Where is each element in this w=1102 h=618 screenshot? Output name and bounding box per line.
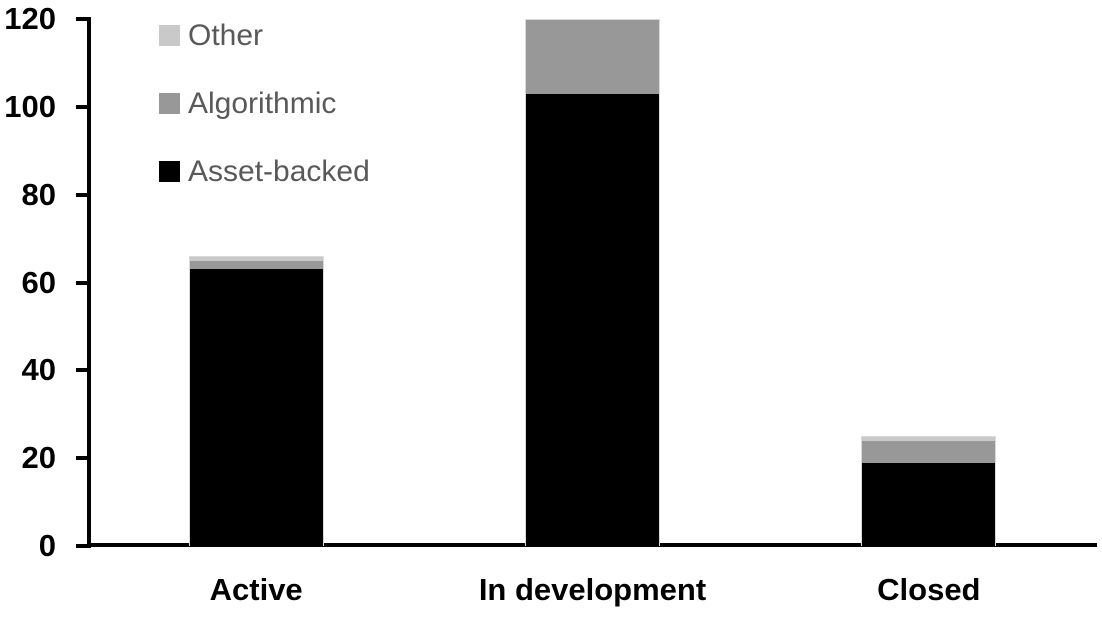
y-axis-tick: [76, 280, 91, 285]
x-category-label: In development: [478, 572, 707, 607]
legend-label: Asset-backed: [188, 155, 370, 188]
bar-segment-asset-backed: [861, 462, 997, 546]
y-tick-label: 60: [21, 264, 56, 300]
y-axis-line: [87, 17, 91, 547]
y-tick-label: 0: [38, 528, 56, 563]
bar-segment-algorithmic: [525, 19, 660, 94]
y-axis-tick: [76, 456, 91, 461]
bar-closed: [861, 436, 997, 546]
legend-swatch-algorithmic: [159, 93, 180, 114]
y-tick-label: 100: [4, 88, 56, 124]
bar-segment-asset-backed: [525, 93, 660, 546]
x-category-label: Active: [209, 572, 303, 607]
bar-in-development: [525, 19, 660, 546]
y-tick-label: 120: [4, 1, 56, 36]
y-axis-tick: [76, 17, 91, 21]
legend-item: Other: [159, 19, 370, 52]
y-axis-tick: [76, 544, 91, 548]
y-axis-tick: [76, 368, 91, 373]
bar-segment-algorithmic: [188, 260, 324, 270]
legend-swatch-other: [159, 25, 180, 46]
y-axis-tick: [76, 192, 91, 197]
legend-item: Asset-backed: [159, 155, 370, 188]
y-tick-label: 40: [21, 352, 56, 388]
legend-swatch-asset-backed: [159, 161, 180, 182]
bar-segment-asset-backed: [188, 269, 324, 546]
bar-segment-algorithmic: [861, 440, 997, 463]
legend: Other Algorithmic Asset-backed: [159, 19, 370, 229]
legend-label: Algorithmic: [188, 87, 337, 120]
legend-item: Algorithmic: [159, 87, 370, 120]
x-category-label: Closed: [877, 572, 981, 607]
bar-segment-other: [861, 436, 997, 441]
y-tick-label: 20: [21, 440, 56, 476]
y-axis-tick: [76, 104, 91, 109]
legend-label: Other: [188, 19, 264, 52]
bar-segment-other: [188, 256, 324, 261]
y-tick-label: 80: [21, 176, 56, 212]
bar-active: [188, 256, 324, 546]
